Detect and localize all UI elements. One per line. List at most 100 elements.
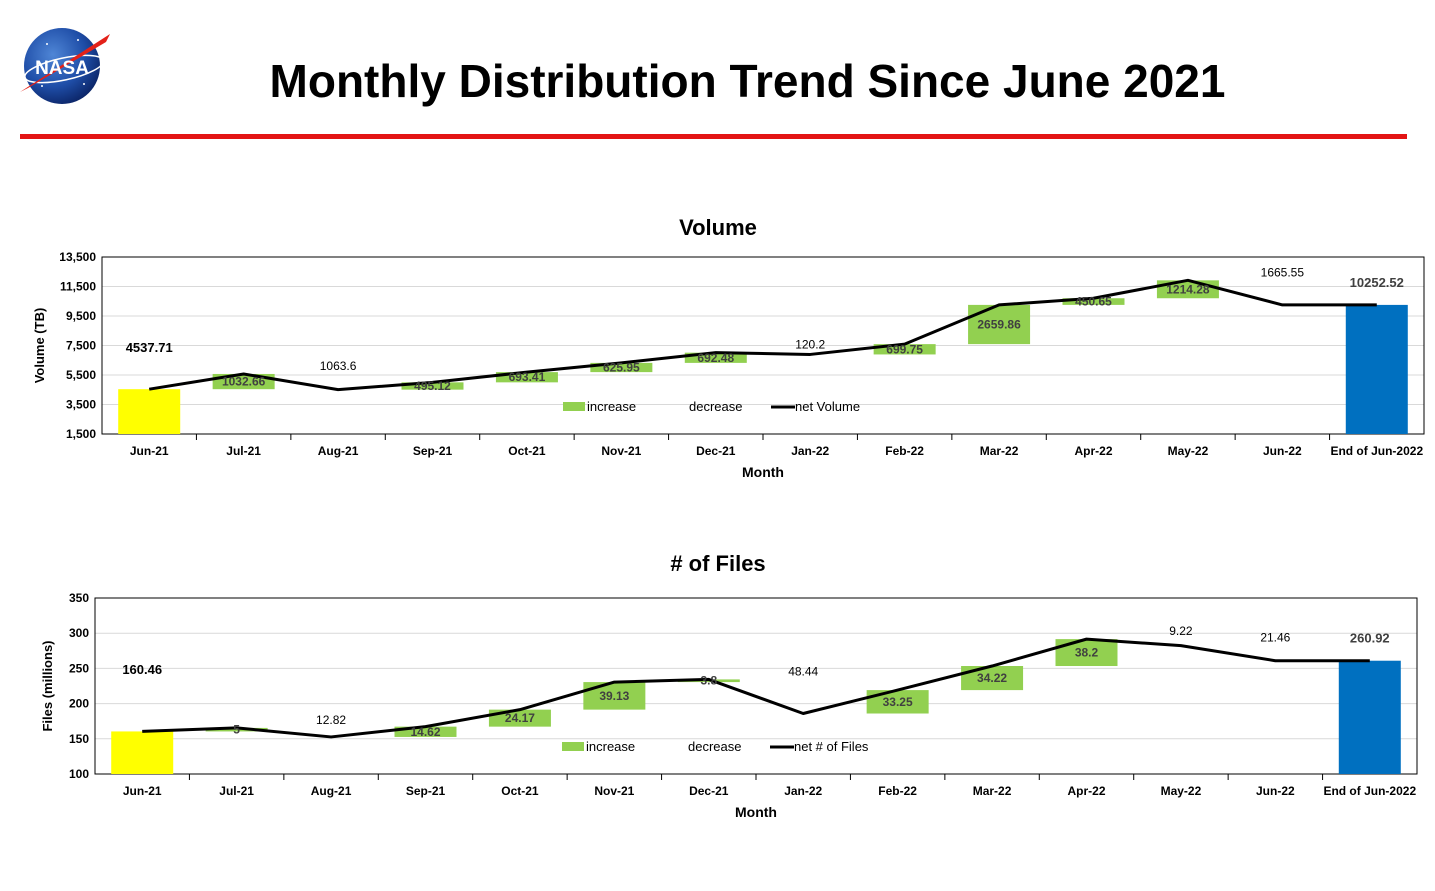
files-data-label: 34.22 [977,671,1007,685]
volume-xtick-label: Jan-22 [791,444,829,458]
volume-legend-net-label: net Volume [795,399,860,414]
files-xtick-label: Apr-22 [1067,784,1105,798]
volume-legend-increase-swatch [563,402,585,411]
files-xtick-label: Oct-21 [501,784,539,798]
files-legend-net-label: net # of Files [794,739,869,754]
volume-data-label: 120.2 [795,338,825,352]
files-xtick-label: Dec-21 [689,784,729,798]
volume-data-label: 1665.55 [1261,265,1305,279]
volume-xtick-label: End of Jun-2022 [1330,444,1423,458]
files-data-label: 14.62 [410,725,440,739]
files-ytick-label: 150 [69,732,89,746]
volume-ytick-label: 7,500 [66,339,96,353]
files-xtick-label: Feb-22 [878,784,917,798]
files-ytick-label: 300 [69,626,89,640]
files-bar-increase [205,727,268,732]
volume-ytick-label: 5,500 [66,368,96,382]
volume-bar-increase [590,362,653,373]
volume-xtick-label: May-22 [1168,444,1209,458]
files-legend-increase-swatch [562,742,584,751]
files-data-label: 160.46 [122,662,162,677]
volume-legend-decrease-label: decrease [689,399,742,414]
volume-data-label: 1032.66 [222,375,266,389]
files-data-label: 3.8 [700,674,717,688]
volume-xtick-label: Mar-22 [980,444,1019,458]
volume-xtick-label: Aug-21 [318,444,359,458]
files-ytick-label: 350 [69,591,89,605]
volume-xtick-label: Nov-21 [601,444,641,458]
volume-xtick-label: Apr-22 [1074,444,1112,458]
volume-data-label: 450.65 [1075,295,1112,309]
volume-data-label: 625.95 [603,361,640,375]
files-data-label: 5 [233,723,240,737]
files-xtick-label: Mar-22 [973,784,1012,798]
files-bar-increase [866,690,929,714]
files-ytick-label: 200 [69,697,89,711]
files-net-line [142,637,1370,739]
page-title: Monthly Distribution Trend Since June 20… [269,55,1226,107]
files-ytick-label: 250 [69,661,89,675]
volume-ytick-label: 11,500 [60,280,96,294]
files-data-label: 24.17 [505,711,535,725]
nasa-logo: NASA [20,28,110,104]
volume-data-label: 692.48 [697,351,734,365]
volume-xtick-label: Sep-21 [413,444,453,458]
files-data-label: 33.25 [883,695,913,709]
files-xtick-label: Jun-22 [1256,784,1295,798]
volume-ytick-label: 3,500 [66,398,96,412]
volume-chart-title: Volume [679,215,757,240]
files-legend-decrease-label: decrease [688,739,741,754]
volume-x-axis-title: Month [742,464,784,480]
volume-xtick-label: Jul-21 [226,444,261,458]
volume-bar-increase [873,344,936,355]
volume-bar-increase [968,304,1031,345]
files-xtick-label: Jul-21 [219,784,254,798]
files-xtick-label: Aug-21 [311,784,352,798]
volume-data-label: 495.12 [414,379,451,393]
files-xtick-label: Sep-21 [406,784,446,798]
volume-data-label: 2659.86 [977,318,1021,332]
volume-xtick-label: Jun-21 [130,444,169,458]
files-data-label: 39.13 [599,689,629,703]
volume-ytick-label: 1,500 [66,427,96,441]
files-x-axis-title: Month [735,804,777,820]
volume-bar-start [118,389,181,434]
files-xtick-label: End of Jun-2022 [1323,784,1416,798]
files-chart: # of Files 100 150 200 250 300 350 160.46 5 12.82… [40,551,1418,820]
volume-bar-increase [684,352,747,363]
volume-y-axis-title: Volume (TB) [32,308,47,384]
files-y-axis-title: Files (millions) [40,640,55,731]
volume-ytick-label: 13,500 [59,250,96,264]
volume-bar-increase [1062,298,1125,305]
volume-data-label: 699.75 [886,342,923,356]
volume-bar-end [1345,304,1408,434]
volume-net-line [148,278,1377,392]
files-xtick-label: May-22 [1161,784,1202,798]
volume-ytick-label: 9,500 [66,309,96,323]
volume-data-label: 1214.28 [1166,282,1210,296]
volume-xtick-label: Dec-21 [696,444,736,458]
volume-data-label: 4537.71 [126,340,173,355]
files-chart-title: # of Files [670,551,765,576]
volume-xtick-label: Feb-22 [885,444,924,458]
files-data-label: 9.22 [1169,624,1193,638]
files-xtick-label: Nov-21 [594,784,634,798]
files-ytick-label: 100 [69,767,89,781]
volume-data-label: 10252.52 [1350,275,1404,290]
volume-bar-increase [401,382,464,390]
title-divider [20,134,1407,139]
volume-data-label: 1063.6 [320,359,357,373]
nasa-logo-text: NASA [35,58,89,79]
files-data-label: 48.44 [788,664,818,678]
files-data-label: 12.82 [316,713,346,727]
files-data-label: 38.2 [1075,646,1099,660]
files-plot-frame [94,597,1418,775]
volume-bar-increase [495,372,558,383]
volume-xtick-label: Jun-22 [1263,444,1302,458]
files-data-label: 21.46 [1260,631,1290,645]
files-bar-increase [394,726,457,737]
files-data-label: 260.92 [1350,631,1390,646]
files-xtick-label: Jan-22 [784,784,822,798]
volume-xtick-label: Oct-21 [508,444,546,458]
files-bar-end [1338,660,1401,774]
